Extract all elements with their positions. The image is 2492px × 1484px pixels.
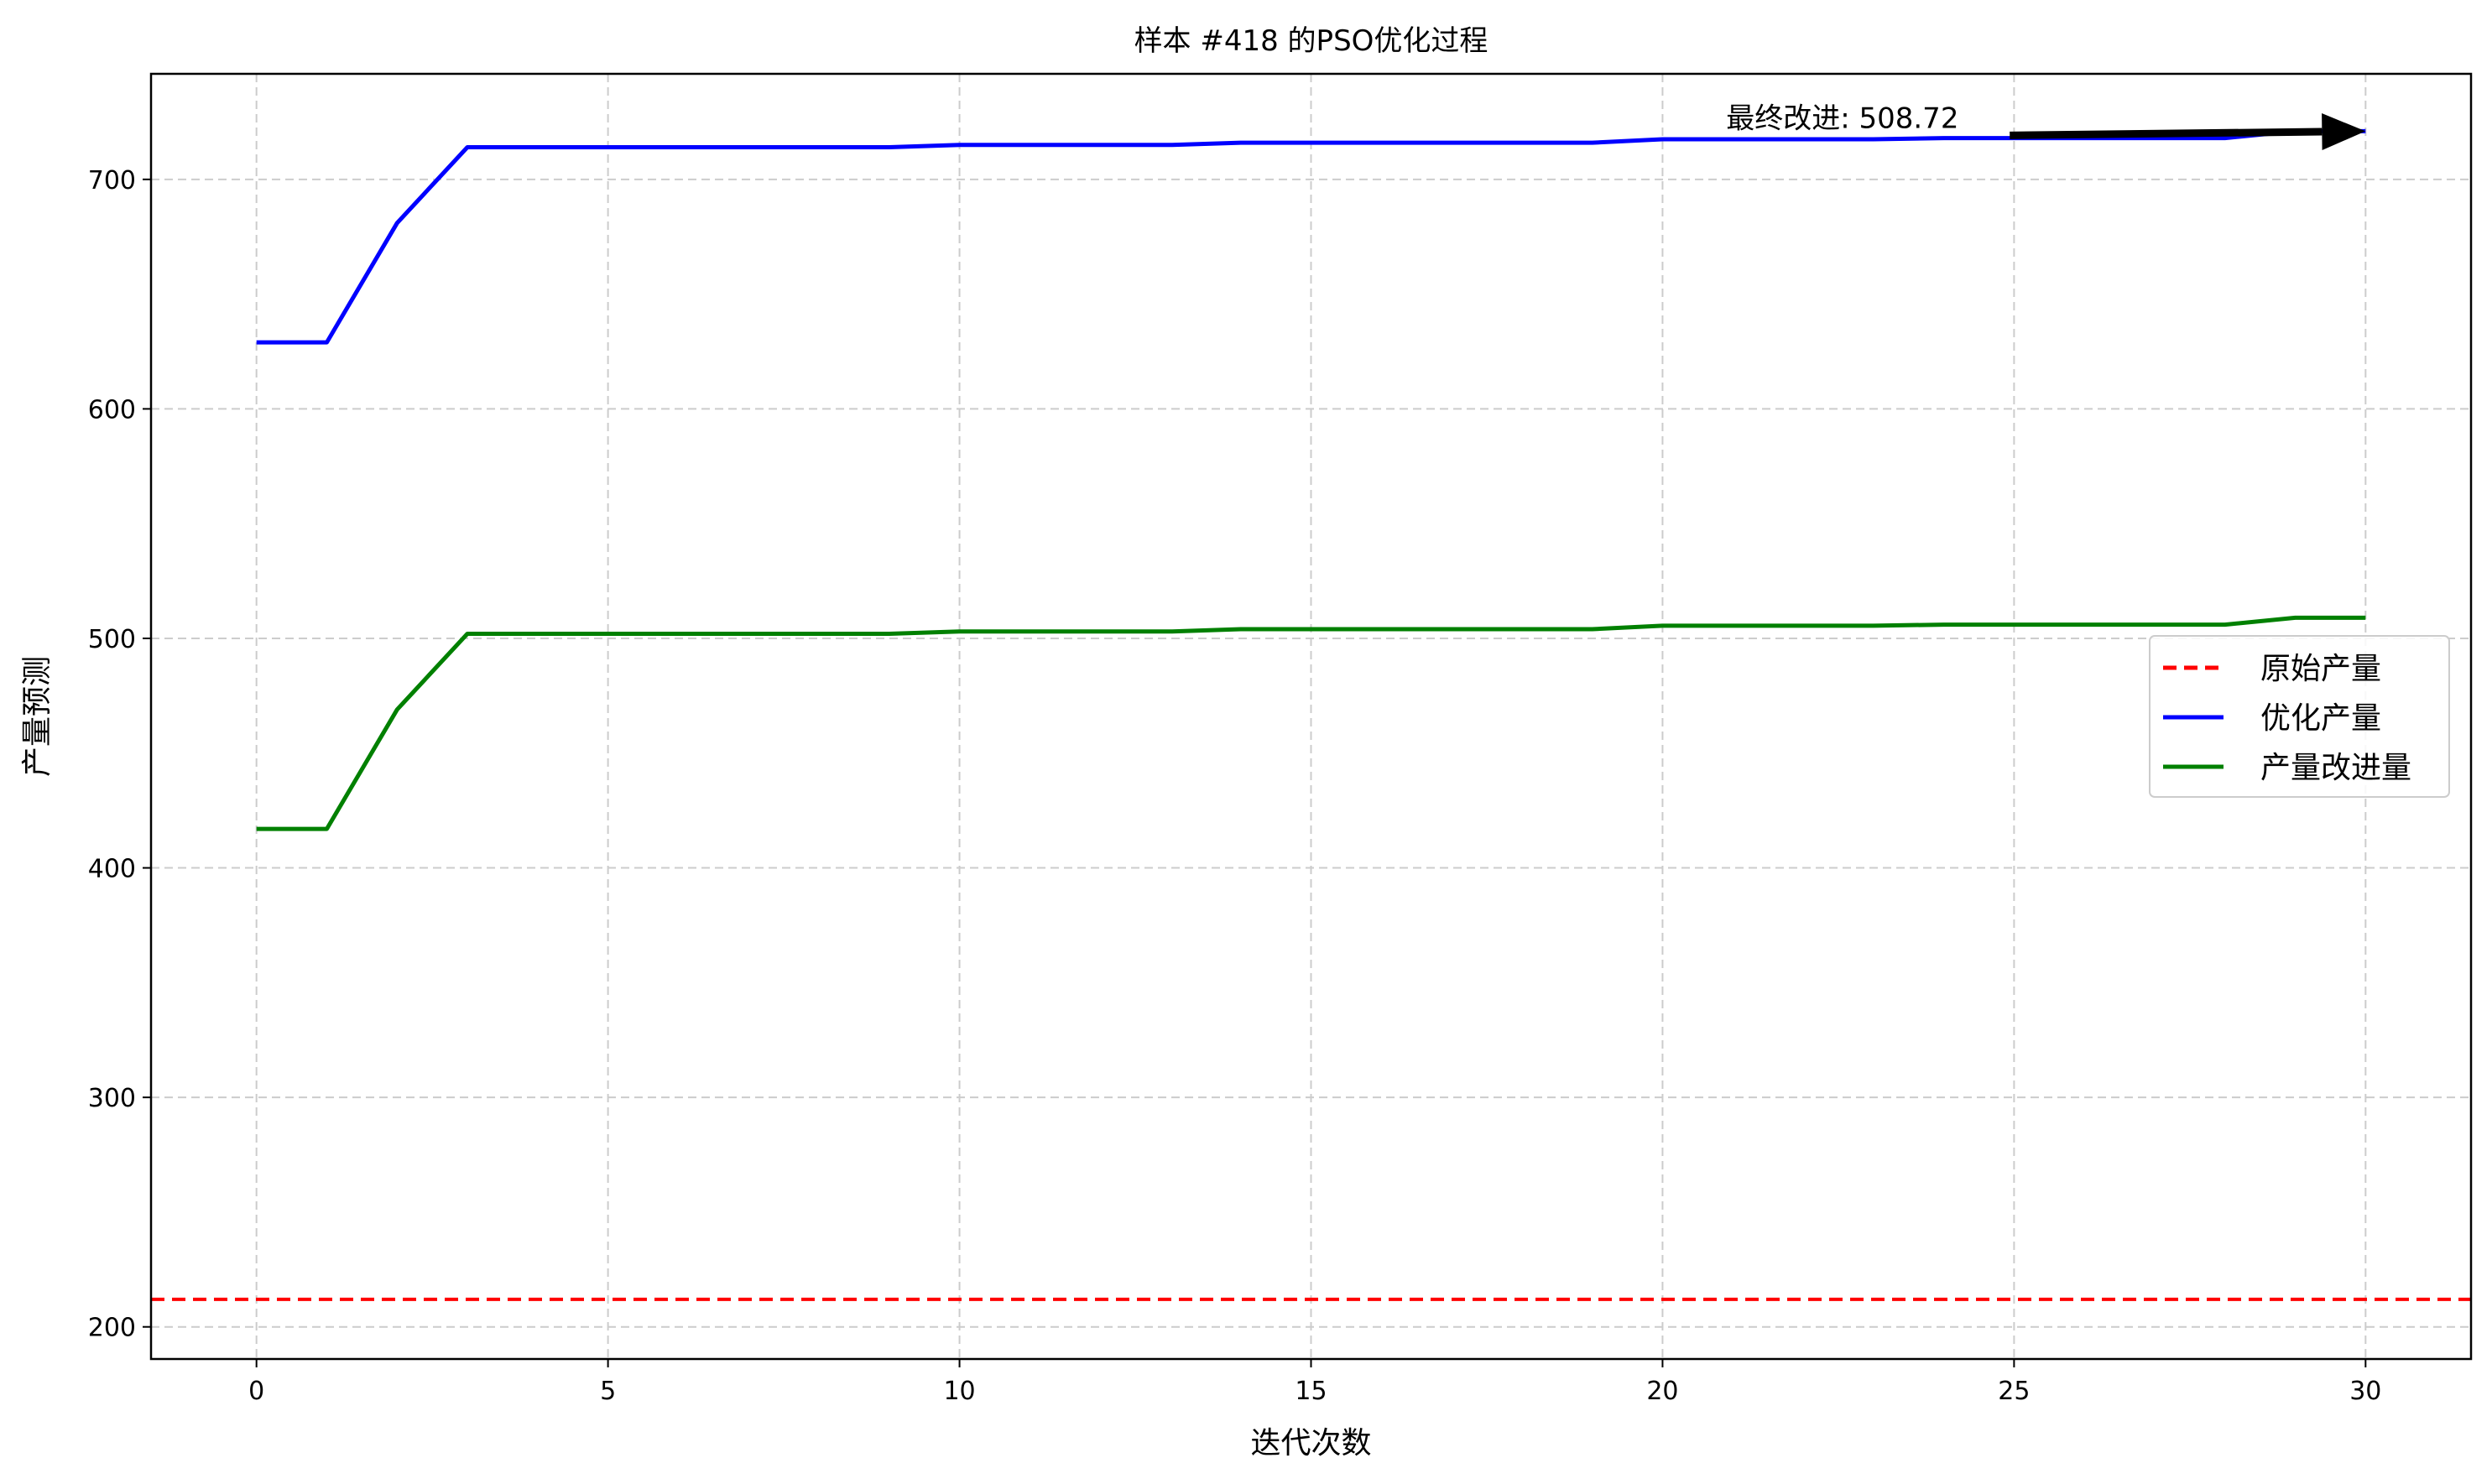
x-axis-label: 迭代次数: [1250, 1426, 1371, 1461]
annotation-layer: 最终改进: 508.72: [1726, 102, 2366, 150]
legend-box: [2149, 635, 2450, 798]
annotation-arrow-shaft: [2010, 128, 2323, 139]
grid: [151, 74, 2471, 1359]
axis-ticks: 0 5 10 15 20 25 30 200 300 400 500 600 700: [88, 166, 2382, 1406]
y-tick-label: 200: [88, 1314, 136, 1343]
chart-title: 样本 #418 的PSO优化过程: [1134, 24, 1488, 58]
y-tick-label: 300: [88, 1084, 136, 1113]
annotation-arrow-head: [2322, 113, 2366, 150]
y-axis-label: 产量预测: [20, 656, 55, 777]
legend-label: 原始产量: [2260, 652, 2381, 686]
x-tick-label: 10: [943, 1377, 975, 1406]
legend-label: 产量改进量: [2260, 751, 2411, 785]
y-tick-label: 600: [88, 395, 136, 424]
yield-improvement-line: [256, 615, 2366, 831]
x-tick-label: 20: [1646, 1377, 1678, 1406]
annotation-text: 最终改进: 508.72: [1726, 102, 1958, 135]
x-tick-label: 15: [1295, 1377, 1327, 1406]
y-tick-label: 700: [88, 166, 136, 195]
legend-item-baseline-yield: 原始产量: [2163, 652, 2381, 686]
y-tick-label: 400: [88, 855, 136, 884]
x-tick-label: 5: [600, 1377, 616, 1406]
legend-label: 优化产量: [2260, 701, 2381, 736]
x-tick-label: 25: [1998, 1377, 2030, 1406]
y-tick-label: 500: [88, 625, 136, 654]
x-tick-label: 30: [2349, 1377, 2381, 1406]
x-tick-label: 0: [248, 1377, 264, 1406]
legend-item-optimized-yield: 优化产量: [2163, 701, 2381, 736]
legend-item-yield-improvement: 产量改进量: [2163, 751, 2411, 785]
